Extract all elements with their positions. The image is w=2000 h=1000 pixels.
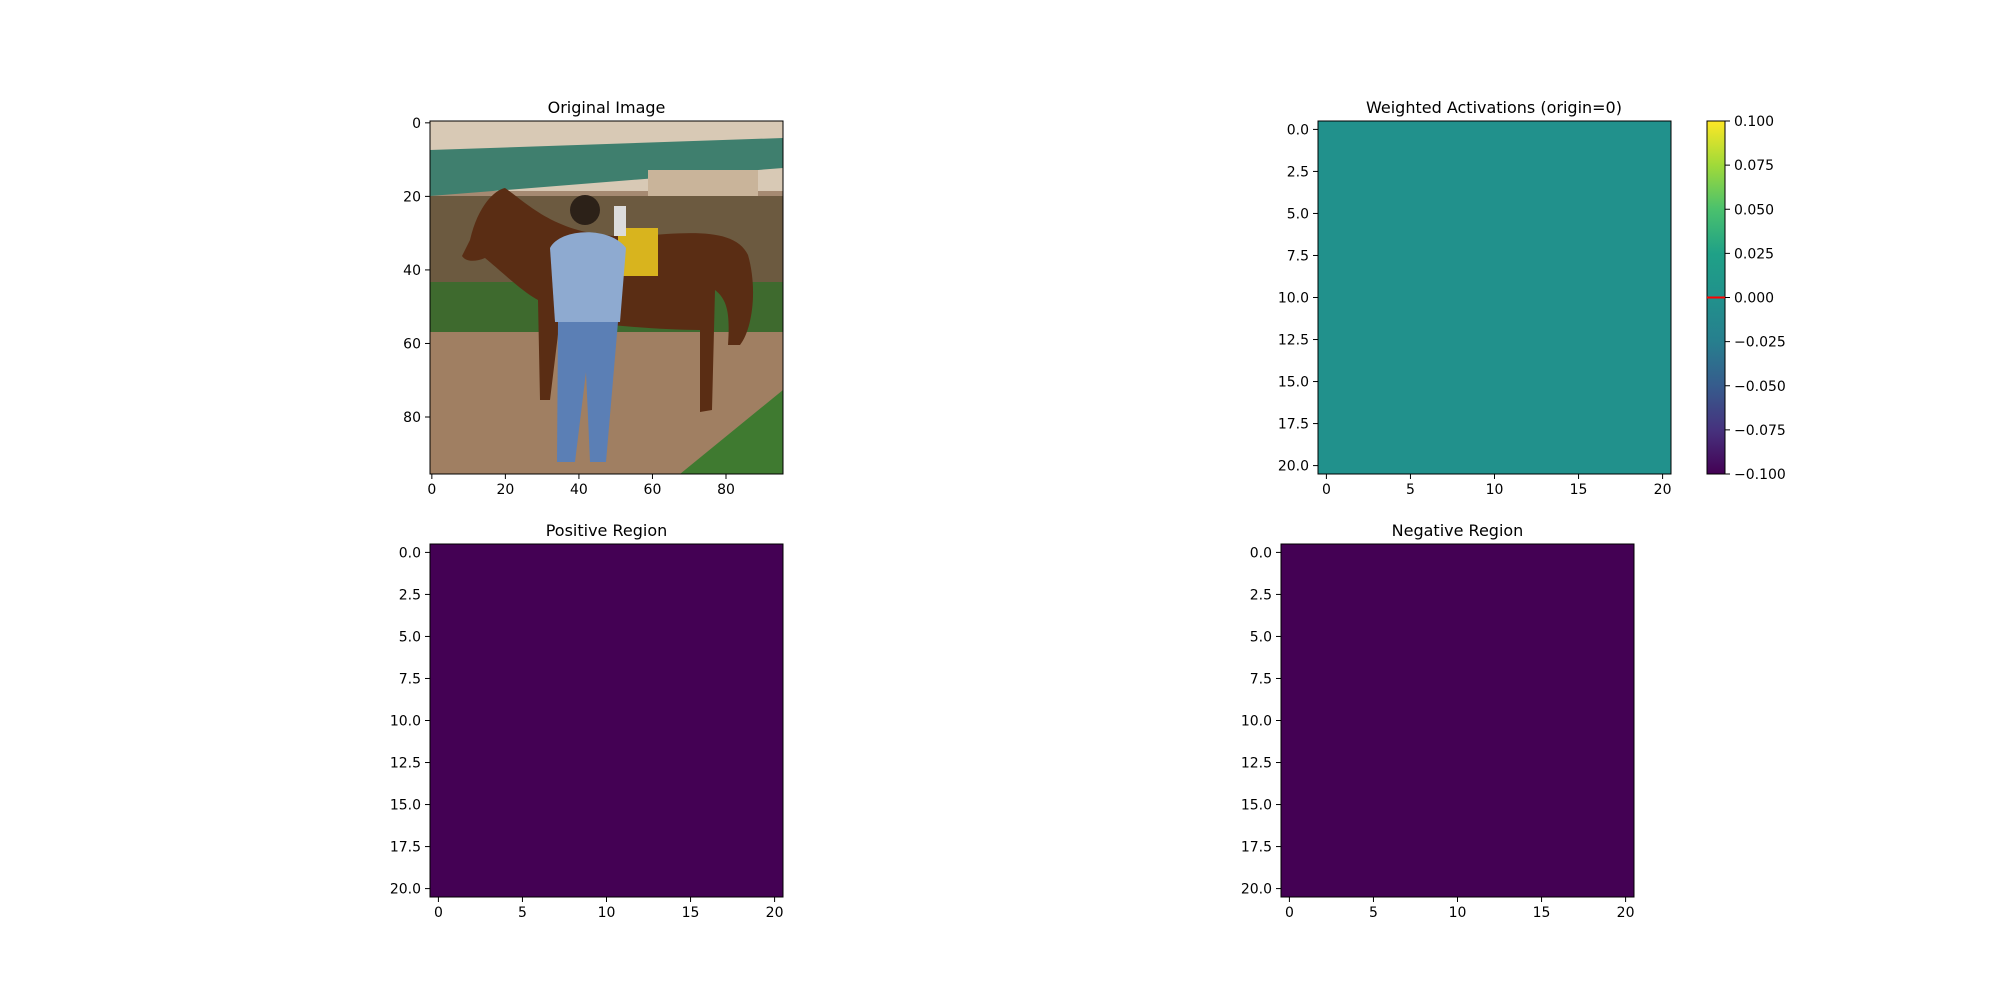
x-ticks: 0 20 40 60 80: [427, 474, 735, 498]
axes-frame: [429, 120, 784, 475]
panel-positive-region: Positive Region 0 5 10 15 20 0.0 2.5 5.0 7.5 10.…: [390, 521, 784, 921]
y-tick-label: 0: [412, 116, 421, 132]
panel-original-image: Original Image 0 20 40 60 80 0 20 40 60 80: [403, 98, 784, 498]
y-tick-label: 60: [403, 336, 421, 352]
x-tick-label: 0: [427, 482, 436, 498]
x-tick-label: 20: [496, 482, 514, 498]
heatmap-fill: [429, 543, 784, 898]
panel-title: Positive Region: [546, 521, 668, 540]
y-tick-label: 5.0: [1287, 206, 1309, 222]
y-tick-label: 7.5: [1287, 248, 1309, 264]
y-tick-label: 7.5: [1250, 671, 1272, 687]
x-tick-label: 80: [717, 482, 735, 498]
y-tick-label: 5.0: [1250, 629, 1272, 645]
y-tick-label: 12.5: [1241, 756, 1272, 772]
x-tick-label: 10: [1486, 482, 1504, 498]
y-tick-label: 12.5: [390, 756, 421, 772]
y-tick-label: 17.5: [1278, 417, 1309, 433]
panel-title: Weighted Activations (origin=0): [1366, 98, 1622, 117]
y-tick-label: 15.0: [1241, 798, 1272, 814]
y-tick-label: 10.0: [1278, 291, 1309, 307]
y-tick-label: 20.0: [1241, 882, 1272, 898]
y-tick-label: 2.5: [1287, 164, 1309, 180]
x-tick-label: 0: [1322, 482, 1331, 498]
x-tick-label: 40: [570, 482, 588, 498]
colorbar: −0.100 −0.075 −0.050 −0.025 0.000 0.025 0.050 0…: [1706, 114, 1786, 483]
x-tick-label: 0: [1285, 905, 1294, 921]
y-tick-label: 2.5: [399, 587, 421, 603]
y-tick-label: 15.0: [1278, 375, 1309, 391]
x-tick-label: 20: [766, 905, 784, 921]
panel-negative-region: Negative Region 0 5 10 15 20 0.0 2.5 5.0 7.5 10.…: [1241, 521, 1635, 921]
colorbar-tick-label: −0.100: [1734, 467, 1786, 483]
y-tick-label: 0.0: [1287, 122, 1309, 138]
x-tick-label: 15: [1533, 905, 1551, 921]
x-tick-label: 5: [1369, 905, 1378, 921]
panel-title: Original Image: [548, 98, 666, 117]
y-tick-label: 20.0: [390, 882, 421, 898]
x-tick-label: 60: [644, 482, 662, 498]
x-tick-label: 0: [434, 905, 443, 921]
x-tick-label: 5: [1406, 482, 1415, 498]
x-ticks: 0 5 10 15 20: [1285, 897, 1635, 921]
heatmap-fill: [1280, 543, 1635, 898]
y-ticks: 0 20 40 60 80: [403, 116, 430, 426]
y-tick-label: 80: [403, 410, 421, 426]
y-tick-label: 10.0: [390, 714, 421, 730]
colorbar-tick-label: 0.100: [1734, 114, 1774, 130]
colorbar-tick-label: −0.075: [1734, 423, 1786, 439]
y-ticks: 0.0 2.5 5.0 7.5 10.0 12.5 15.0 17.5 20.0: [1241, 545, 1281, 898]
y-tick-label: 2.5: [1250, 587, 1272, 603]
y-tick-label: 0.0: [1250, 545, 1272, 561]
colorbar-tick-label: 0.000: [1734, 291, 1774, 307]
y-tick-label: 17.5: [390, 840, 421, 856]
colorbar-tick-label: −0.050: [1734, 379, 1786, 395]
panel-title: Negative Region: [1392, 521, 1524, 540]
y-tick-label: 10.0: [1241, 714, 1272, 730]
photo: [430, 121, 783, 474]
x-tick-label: 20: [1617, 905, 1635, 921]
colorbar-tick-label: 0.050: [1734, 202, 1774, 218]
y-tick-label: 17.5: [1241, 840, 1272, 856]
y-tick-label: 20: [403, 189, 421, 205]
panel-weighted-activations: Weighted Activations (origin=0) 0 5 10 15 20…: [1278, 98, 1786, 498]
colorbar-tick-label: 0.025: [1734, 246, 1774, 262]
y-tick-label: 0.0: [399, 545, 421, 561]
y-tick-label: 12.5: [1278, 333, 1309, 349]
x-tick-label: 15: [682, 905, 700, 921]
y-tick-label: 20.0: [1278, 459, 1309, 475]
x-tick-label: 10: [1449, 905, 1467, 921]
y-tick-label: 5.0: [399, 629, 421, 645]
y-ticks: 0.0 2.5 5.0 7.5 10.0 12.5 15.0 17.5 20.0: [390, 545, 430, 898]
heatmap-fill: [1317, 120, 1672, 475]
colorbar-tick-label: −0.025: [1734, 335, 1786, 351]
y-tick-label: 7.5: [399, 671, 421, 687]
x-ticks: 0 5 10 15 20: [1322, 474, 1672, 498]
y-tick-label: 15.0: [390, 798, 421, 814]
colorbar-tick-label: 0.075: [1734, 158, 1774, 174]
x-tick-label: 10: [598, 905, 616, 921]
x-tick-label: 15: [1570, 482, 1588, 498]
y-ticks: 0.0 2.5 5.0 7.5 10.0 12.5 15.0 17.5 20.0: [1278, 122, 1318, 475]
x-tick-label: 20: [1654, 482, 1672, 498]
y-tick-label: 40: [403, 263, 421, 279]
colorbar-ticks: −0.100 −0.075 −0.050 −0.025 0.000 0.025 0.050 0…: [1725, 114, 1786, 483]
x-ticks: 0 5 10 15 20: [434, 897, 784, 921]
x-tick-label: 5: [518, 905, 527, 921]
